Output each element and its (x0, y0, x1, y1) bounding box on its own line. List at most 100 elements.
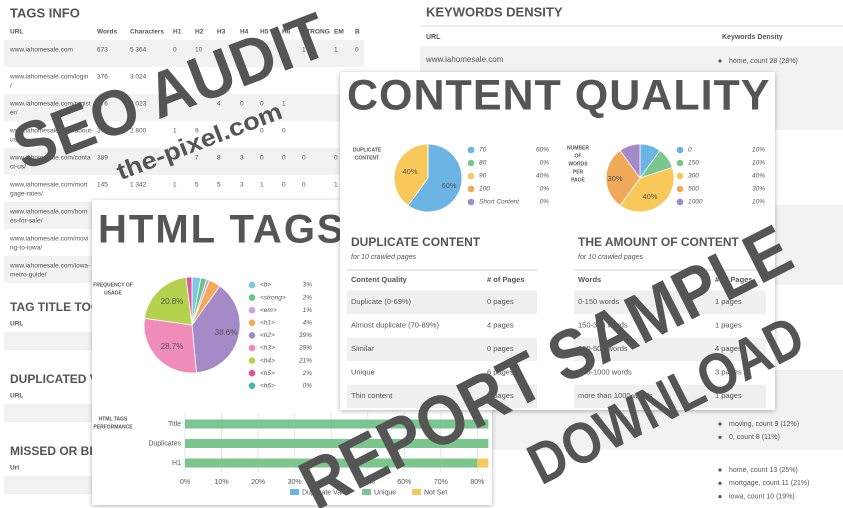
legend-label: 1000 (688, 199, 703, 206)
value-cell: 0 (302, 155, 306, 162)
column-header: URL (10, 29, 23, 36)
row-background (574, 290, 766, 314)
chart-label: NUMBER (567, 145, 589, 151)
value-cell: 0 (260, 155, 264, 162)
column-header: Characters (130, 29, 164, 36)
table-title: THE AMOUNT OF CONTENT (578, 235, 740, 249)
legend-swatch (248, 332, 256, 339)
category-label: H1 (172, 460, 181, 467)
url-cell: es-for-sale/ (10, 218, 43, 225)
chart-label: FREQUENCY OF (93, 282, 133, 288)
url-cell: www.iahomesale.com (9, 47, 73, 54)
legend-label: 150 (688, 160, 699, 167)
chart-label: PERFORMANCE (93, 424, 133, 430)
column-header: Content Quality (351, 275, 408, 284)
table-cell: Similar (351, 344, 374, 353)
legend-swatch (676, 159, 684, 167)
legend-label: 500 (688, 186, 699, 193)
pie-slice (144, 276, 193, 326)
table-cell: 1 pages (715, 320, 742, 329)
bullet (718, 468, 722, 472)
pie-slice (143, 317, 197, 374)
chart-label: PAGE (571, 177, 585, 183)
x-tick-label: 60% (397, 479, 411, 486)
table-cell: 1 pages (715, 391, 742, 400)
legend-value: 2% (302, 370, 313, 377)
legend-value: 10% (752, 160, 765, 167)
pie-slice (619, 143, 641, 180)
legend-value: 39% (299, 332, 312, 339)
value-cell: 0 (282, 182, 286, 189)
column-header: Keywords Density (722, 34, 783, 41)
x-tick-label: 10% (215, 479, 229, 486)
value-cell: 1 342 (130, 182, 147, 189)
value-cell: 3 024 (130, 74, 147, 81)
legend-value: 60% (536, 147, 549, 154)
value-cell: 5 (195, 182, 199, 189)
value-cell: 3 023 (130, 101, 147, 108)
table-cell: 3 pages (715, 367, 742, 376)
x-tick-label: 40% (324, 479, 338, 486)
keyword-item: home, count 13 (25%) (729, 467, 798, 474)
legend-value: 0% (303, 383, 313, 390)
table-title: DUPLICATE CONTENT (351, 235, 481, 249)
legend-label: Short Content (479, 199, 520, 206)
bar-segment (477, 458, 489, 468)
legend-label: 70 (479, 147, 487, 154)
url-cell: www.iahomesale.com (425, 55, 504, 64)
table-cell: 4 pages (715, 344, 742, 353)
table-cell: Thin content (351, 391, 393, 400)
category-label: Title (168, 421, 181, 428)
x-tick-label: 80% (470, 479, 484, 486)
legend-value: 1% (303, 307, 313, 314)
row-background (347, 290, 537, 314)
column-header: H1 (173, 29, 182, 36)
value-cell: 10 (195, 47, 203, 54)
url-cell: er/ (10, 110, 18, 117)
pie-slice (191, 285, 241, 374)
legend-swatch (467, 159, 475, 167)
column-header: H4 (240, 29, 249, 36)
url-cell: www.iahomesale.com/iowa- (9, 263, 90, 270)
content-quality-panel: CONTENT QUALITY DUPLICATE CONTENT 70 60% 80 0%… (340, 71, 775, 410)
table-cell: 0 pages (487, 344, 514, 353)
value-cell: 0 (260, 101, 264, 108)
column-header: H5 (260, 29, 269, 36)
legend-swatch (290, 489, 299, 495)
section-title: KEYWORDS DENSITY (426, 4, 563, 19)
legend-label: <h6> (260, 383, 275, 390)
value-cell: 0 (282, 128, 286, 135)
legend-value: 0% (540, 186, 550, 193)
slice-label: 28.7% (161, 342, 184, 351)
legend-swatch (412, 489, 421, 495)
section-title: MISSED OR BLA (10, 444, 106, 458)
table-cell: 4 pages (487, 320, 514, 329)
url-cell: www.iahomesale.com/regist (9, 101, 91, 108)
url-cell: www.iahomesale.com/about- (9, 128, 93, 135)
table-cell: Unique (351, 367, 375, 376)
value-cell: 3 (240, 155, 244, 162)
legend-swatch (676, 146, 684, 154)
legend-value: 10% (752, 199, 765, 206)
value-cell: 1 (173, 155, 177, 162)
bullet (718, 59, 722, 63)
keyword-item: 0, count 8 (11%) (729, 434, 780, 441)
panel-title: HTML TAGS (98, 208, 346, 252)
value-cell: 0 (282, 155, 286, 162)
value-cell: 4 (217, 101, 221, 108)
column-header: STRONG (302, 29, 330, 36)
column-header: Words (97, 29, 117, 36)
value-cell: 145 (97, 182, 108, 189)
pie-slice (605, 149, 641, 207)
value-cell: 0 (260, 128, 264, 135)
legend-value: 10% (752, 147, 765, 154)
legend-label: 90 (479, 173, 487, 180)
legend-swatch (467, 198, 475, 206)
value-cell: 9 (195, 128, 199, 135)
x-tick-label: 0% (180, 479, 190, 486)
column-header: H2 (195, 29, 204, 36)
url-cell: ct-us/ (10, 164, 26, 171)
keyword-item: home, count 28 (28%) (729, 58, 798, 65)
row-background (574, 337, 766, 361)
